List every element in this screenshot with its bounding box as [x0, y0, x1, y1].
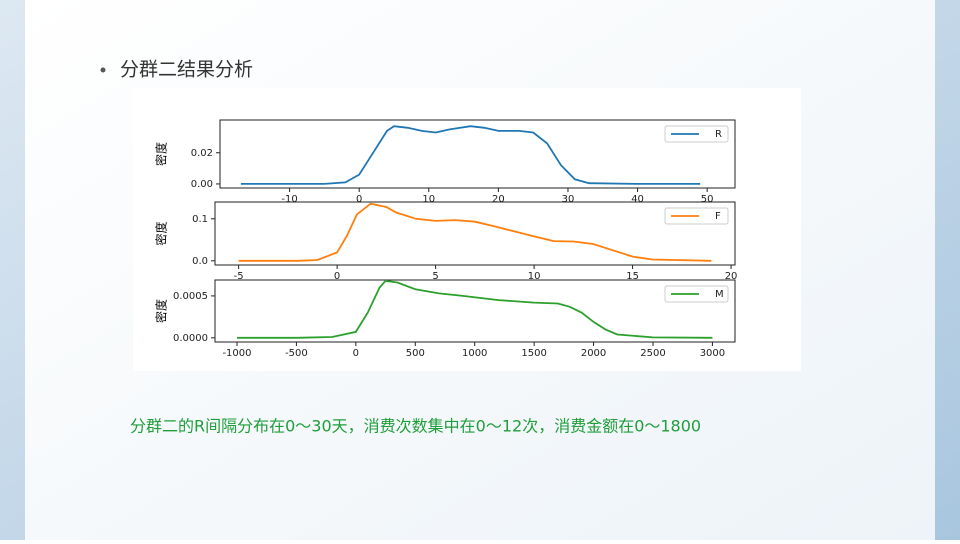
x-tick-label: 15: [626, 271, 639, 282]
x-tick-label: 20: [725, 271, 738, 282]
x-tick-label: -1000: [222, 348, 251, 359]
x-tick-label: 50: [701, 194, 714, 205]
x-tick-label: -10: [281, 194, 297, 205]
y-tick-label: 0.1: [192, 214, 208, 225]
x-tick-label: -5: [234, 271, 244, 282]
x-tick-label: 40: [631, 194, 644, 205]
x-tick-label: 500: [406, 348, 425, 359]
y-tick-label: 0.0005: [173, 291, 208, 302]
x-tick-label: 30: [562, 194, 575, 205]
x-tick-label: 2500: [640, 348, 665, 359]
x-tick-label: -500: [285, 348, 308, 359]
y-axis-label: 密度: [154, 221, 169, 245]
y-tick-label: 0.00: [191, 179, 213, 190]
y-axis-label: 密度: [154, 299, 169, 323]
x-tick-label: 0: [356, 194, 362, 205]
y-tick-label: 0.0000: [173, 333, 208, 344]
slide-heading: 分群二结果分析: [120, 59, 253, 81]
x-tick-label: 2000: [581, 348, 606, 359]
y-axis-label: 密度: [154, 142, 169, 166]
axes-frame: [219, 119, 736, 189]
x-tick-label: 0: [353, 348, 359, 359]
axes-frame: [214, 201, 736, 266]
y-tick-label: 0.0: [192, 256, 208, 267]
legend-label: M: [715, 289, 724, 300]
legend-label: R: [715, 129, 722, 140]
bullet-dot: [100, 67, 106, 73]
x-tick-label: 0: [334, 271, 340, 282]
caption: 分群二的R间隔分布在0～30天，消费次数集中在0～12次，消费金额在0～1800: [130, 417, 701, 436]
density-line: [237, 279, 713, 339]
y-tick-label: 0.02: [191, 148, 213, 159]
x-tick-label: 1000: [462, 348, 487, 359]
x-tick-label: 10: [422, 194, 435, 205]
legend-label: F: [715, 211, 721, 222]
x-tick-label: 1500: [521, 348, 546, 359]
density-line: [238, 202, 712, 262]
x-tick-label: 5: [432, 271, 438, 282]
x-tick-label: 20: [492, 194, 505, 205]
density-line: [240, 125, 701, 185]
x-tick-label: 3000: [700, 348, 725, 359]
x-tick-label: 10: [528, 271, 541, 282]
